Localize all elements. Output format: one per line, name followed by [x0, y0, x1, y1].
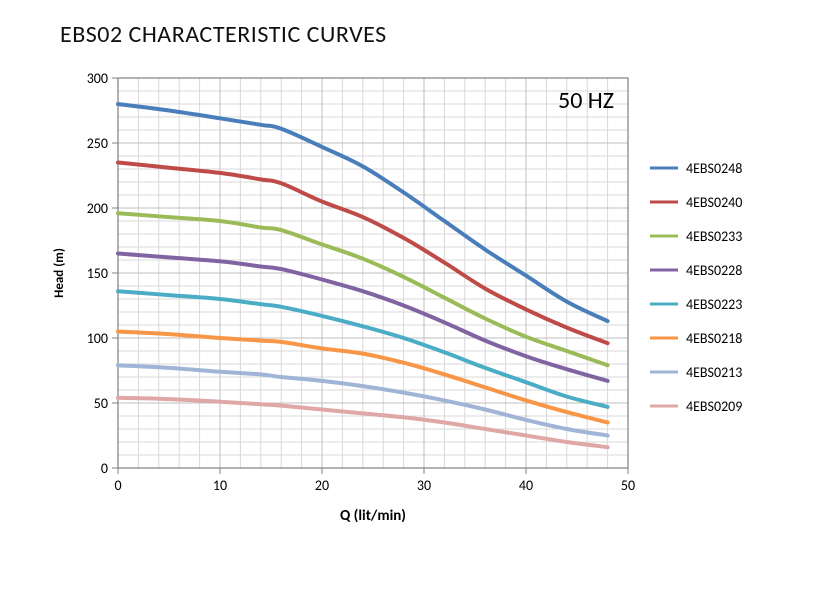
ytick-label: 200 — [87, 200, 108, 217]
legend-label: 4EBS0223 — [686, 296, 742, 313]
chart-title: EBS02 CHARACTERISTIC CURVES — [60, 20, 387, 49]
xtick-label: 20 — [315, 477, 329, 494]
legend-label: 4EBS0248 — [686, 160, 742, 177]
ytick-label: 0 — [101, 460, 108, 477]
xtick-label: 0 — [114, 477, 121, 494]
ytick-label: 250 — [87, 135, 108, 152]
legend-label: 4EBS0213 — [686, 364, 742, 381]
x-axis-title: Q (lit/min) — [340, 507, 406, 525]
xtick-label: 10 — [213, 477, 227, 494]
chart-svg: 0 10 20 30 40 50 0 50 100 150 200 250 300 Q (lit/min)… — [40, 60, 800, 560]
chart-container: 0 10 20 30 40 50 0 50 100 150 200 250 300 Q (lit/min)… — [40, 60, 800, 560]
legend-label: 4EBS0218 — [686, 330, 742, 347]
legend-label: 4EBS0240 — [686, 194, 742, 211]
xtick-label: 50 — [621, 477, 635, 494]
legend-label: 4EBS0228 — [686, 262, 742, 279]
legend-label: 4EBS0209 — [686, 398, 742, 415]
ytick-label: 150 — [87, 265, 108, 282]
ytick-label: 300 — [87, 70, 108, 87]
xtick-label: 40 — [519, 477, 533, 494]
chart-annotation: 50 HZ — [558, 86, 614, 115]
ytick-label: 100 — [87, 330, 108, 347]
ytick-label: 50 — [94, 395, 108, 412]
xtick-label: 30 — [417, 477, 431, 494]
y-axis-title: Head (m) — [52, 248, 67, 298]
legend-label: 4EBS0233 — [686, 228, 742, 245]
